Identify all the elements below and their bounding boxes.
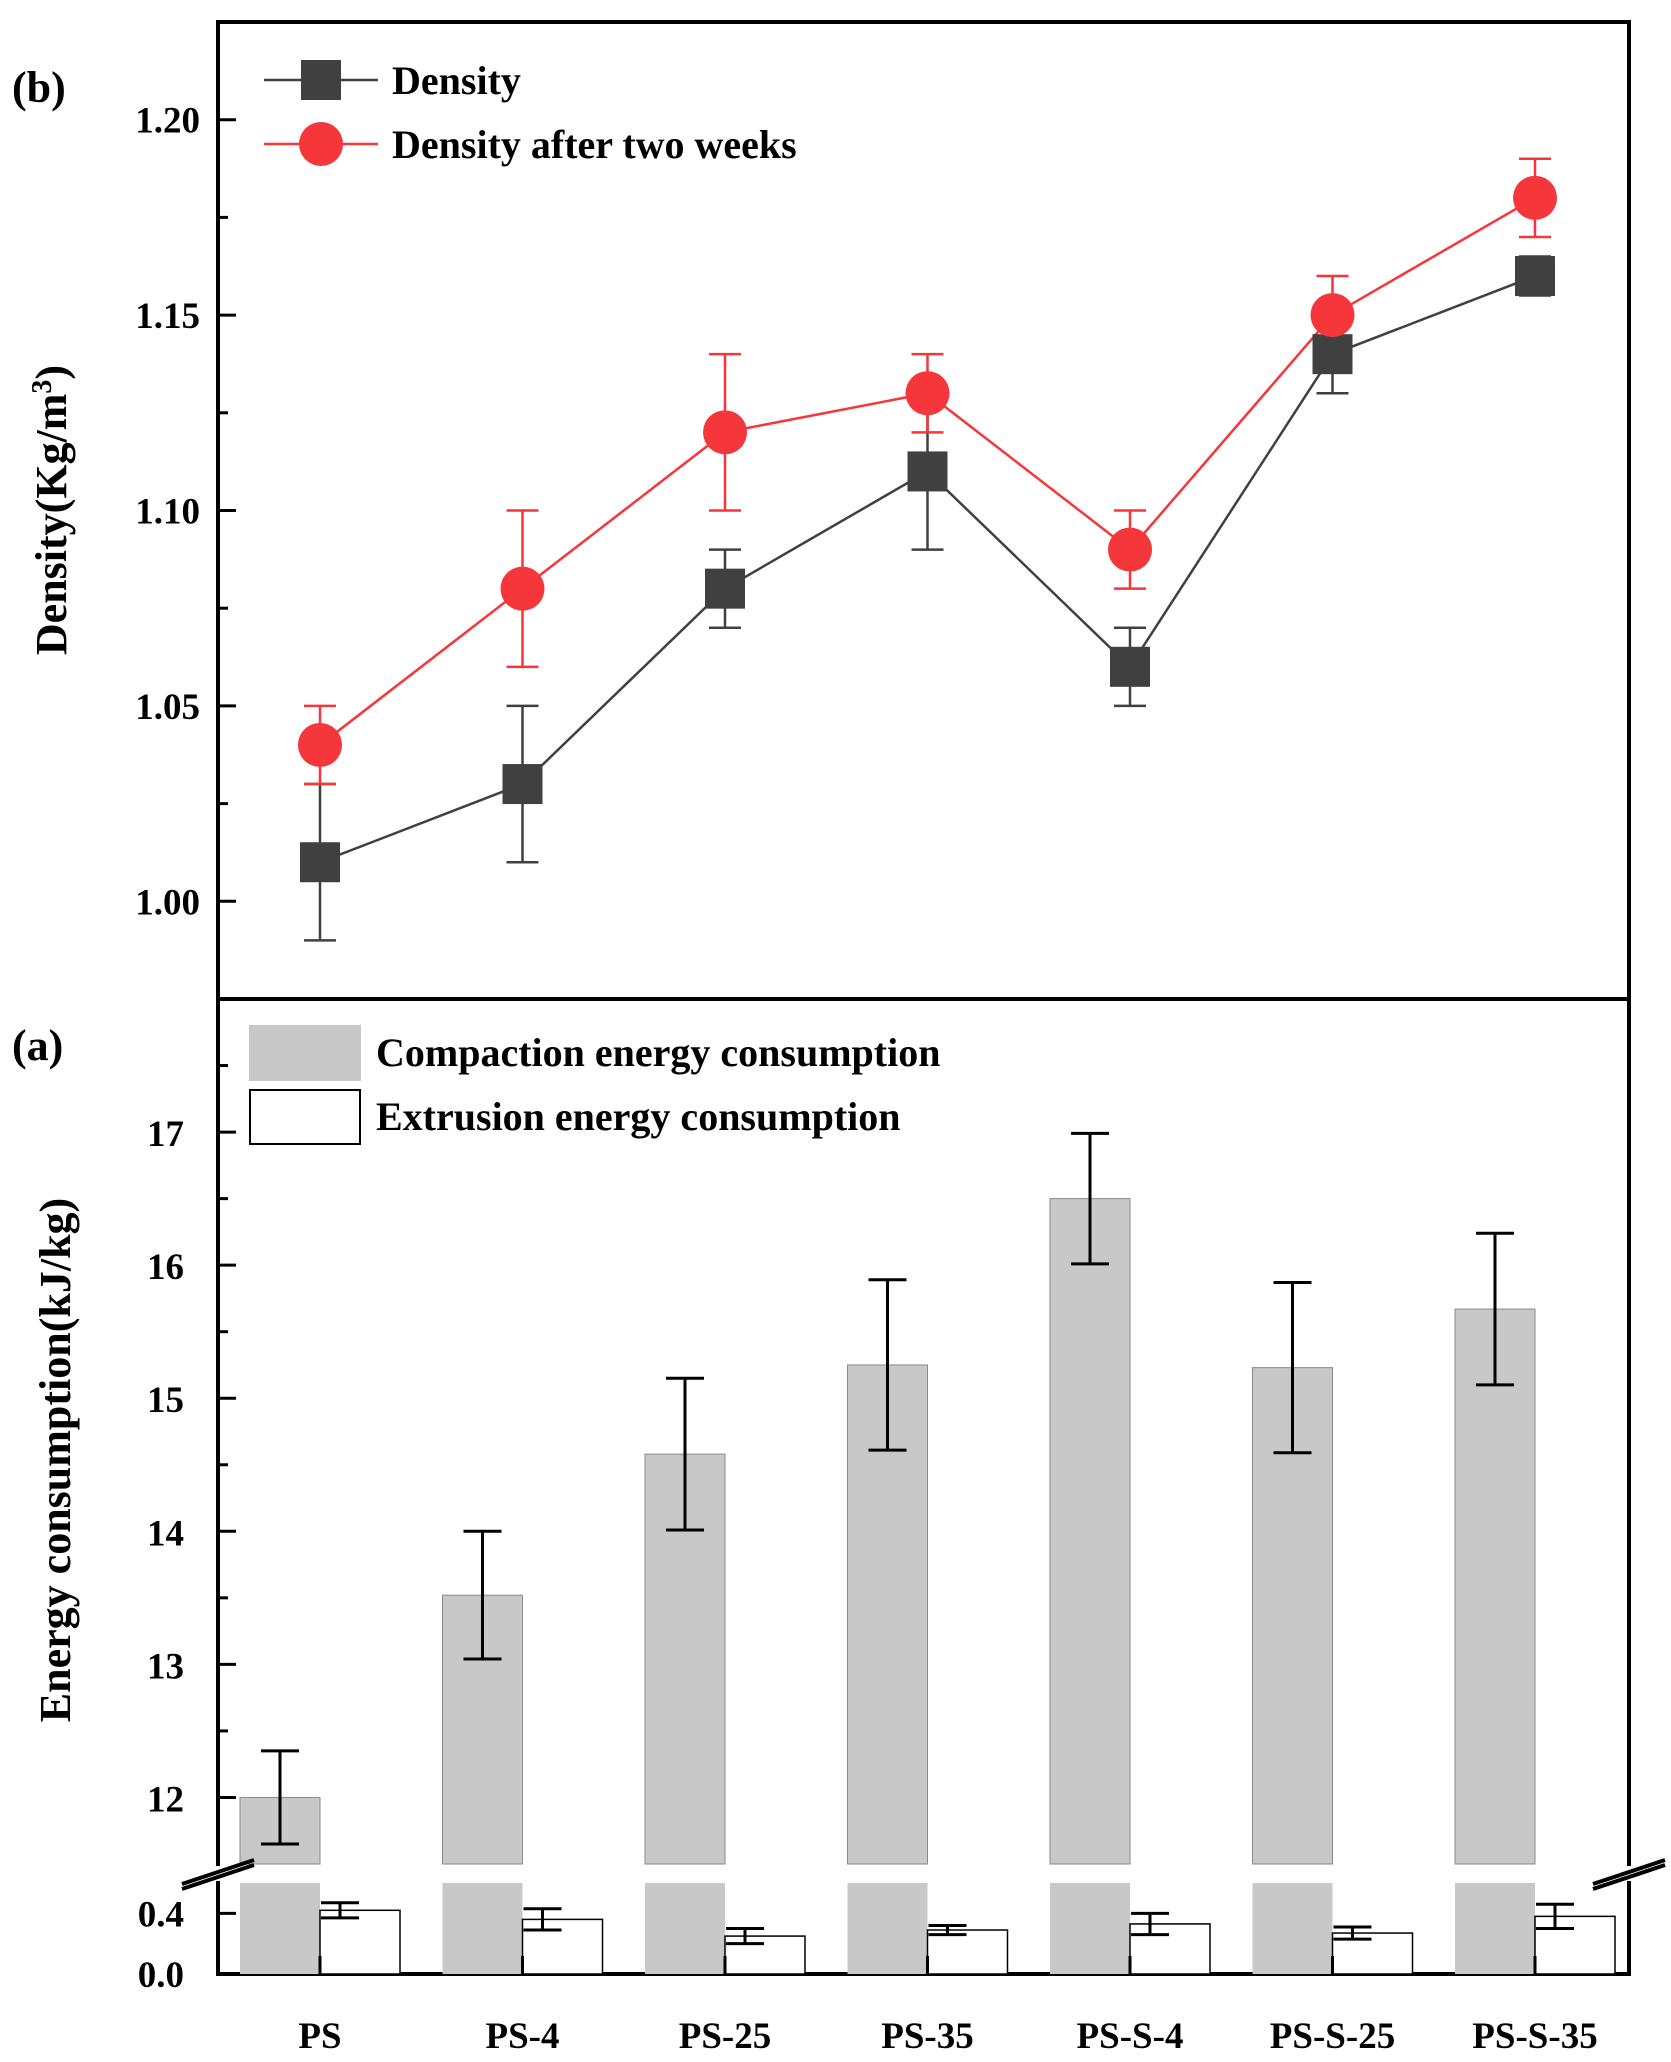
legend-swatch <box>249 1025 361 1081</box>
x-category-label: PS-S-35 <box>1472 2016 1597 2057</box>
density-after-point <box>703 410 747 455</box>
energy-lower-tick-label: 0.0 <box>138 1955 184 1996</box>
density-point <box>1110 646 1150 687</box>
x-axis-group: PS PS-4 PS-25 PS-35 PS-S-4 PS-S-25 PS-S-35 <box>298 1956 1598 2057</box>
density-after-point <box>1310 293 1355 338</box>
panel-b-frame <box>216 20 1631 1001</box>
density-axis-group: 1.00 1.05 1.10 1.15 1.20 <box>135 20 236 923</box>
compaction-bar-upper <box>1454 1308 1536 1865</box>
density-tick-label: 1.20 <box>135 101 200 142</box>
density-after-point <box>1513 175 1557 220</box>
compaction-bar-lower <box>645 1883 725 1974</box>
panel-b-label: (b) <box>12 63 66 112</box>
compaction-bar-lower <box>1252 1883 1333 1974</box>
extrusion-bar <box>319 1909 401 1975</box>
panel-a-label: (a) <box>12 1021 63 1070</box>
extrusion-bar <box>521 1918 604 1975</box>
density-point <box>300 842 340 883</box>
density-tick-label: 1.15 <box>135 296 200 337</box>
energy-tick-label: 16 <box>147 1247 184 1288</box>
compaction-bar-lower <box>442 1883 523 1974</box>
x-category-label: PS-S-25 <box>1270 2016 1395 2057</box>
density-legend: Density Density after two weeks <box>264 58 797 167</box>
axis-break-mark <box>181 1858 255 1886</box>
compaction-bar-upper <box>1049 1198 1131 1865</box>
density-series-group <box>298 157 1557 942</box>
compaction-bar-lower <box>240 1883 320 1974</box>
legend-swatch <box>249 1089 361 1145</box>
extrusion-bar <box>926 1929 1009 1975</box>
axis-break-gap <box>212 1866 1635 1881</box>
x-category-label: PS-35 <box>881 2016 974 2057</box>
legend-label: Density after two weeks <box>392 122 797 167</box>
energy-tick-label: 17 <box>147 1114 184 1155</box>
compaction-bar-lower <box>1050 1883 1130 1974</box>
energy-tick-label: 13 <box>147 1646 184 1687</box>
density-after-point <box>1108 527 1152 572</box>
x-category-label: PS <box>298 2016 341 2057</box>
x-category-label: PS-4 <box>486 2016 560 2057</box>
axis-break-group <box>181 1858 1666 1891</box>
axis-break-mark <box>181 1863 255 1891</box>
legend-label: Compaction energy consumption <box>376 1030 940 1075</box>
density-after-point <box>500 566 545 611</box>
legend-label: Density <box>392 58 521 103</box>
density-point <box>1515 256 1555 297</box>
energy-y-axis-title: Energy consumption(kJ/kg) <box>31 1198 80 1722</box>
legend-square-marker <box>301 60 341 100</box>
density-tick-label: 1.10 <box>135 492 200 533</box>
density-after-point <box>905 371 950 416</box>
energy-bars-group <box>239 1131 1616 1975</box>
density-point <box>907 451 948 492</box>
density-y-axis-title: Density(Kg/m3) <box>27 365 77 655</box>
compaction-bar-lower <box>847 1883 928 1974</box>
density-point <box>1312 334 1353 375</box>
legend-circle-marker <box>299 122 343 166</box>
energy-tick-label: 12 <box>147 1779 184 1820</box>
extrusion-bar <box>724 1935 806 1975</box>
density-tick-label: 1.00 <box>135 882 200 923</box>
axis-break-mark <box>1592 1858 1666 1886</box>
compaction-bar-lower <box>1455 1883 1535 1974</box>
x-category-label: PS-25 <box>679 2016 772 2057</box>
extrusion-bar <box>1129 1923 1211 1975</box>
extrusion-bar <box>1534 1915 1616 1975</box>
legend-label: Extrusion energy consumption <box>376 1094 901 1139</box>
energy-tick-label: 14 <box>147 1513 184 1554</box>
density-tick-label: 1.05 <box>135 687 200 728</box>
density-point <box>705 568 745 609</box>
energy-axis-group: 12 13 14 15 16 17 0.0 0.4 <box>138 1064 236 1996</box>
x-category-label: PS-S-4 <box>1077 2016 1184 2057</box>
energy-legend: Compaction energy consumption Extrusion e… <box>249 1025 940 1145</box>
density-point <box>502 764 543 805</box>
energy-lower-tick-label: 0.4 <box>138 1894 184 1935</box>
energy-tick-label: 15 <box>147 1380 184 1421</box>
density-after-point <box>298 722 342 767</box>
axis-break-mark <box>1592 1863 1666 1891</box>
